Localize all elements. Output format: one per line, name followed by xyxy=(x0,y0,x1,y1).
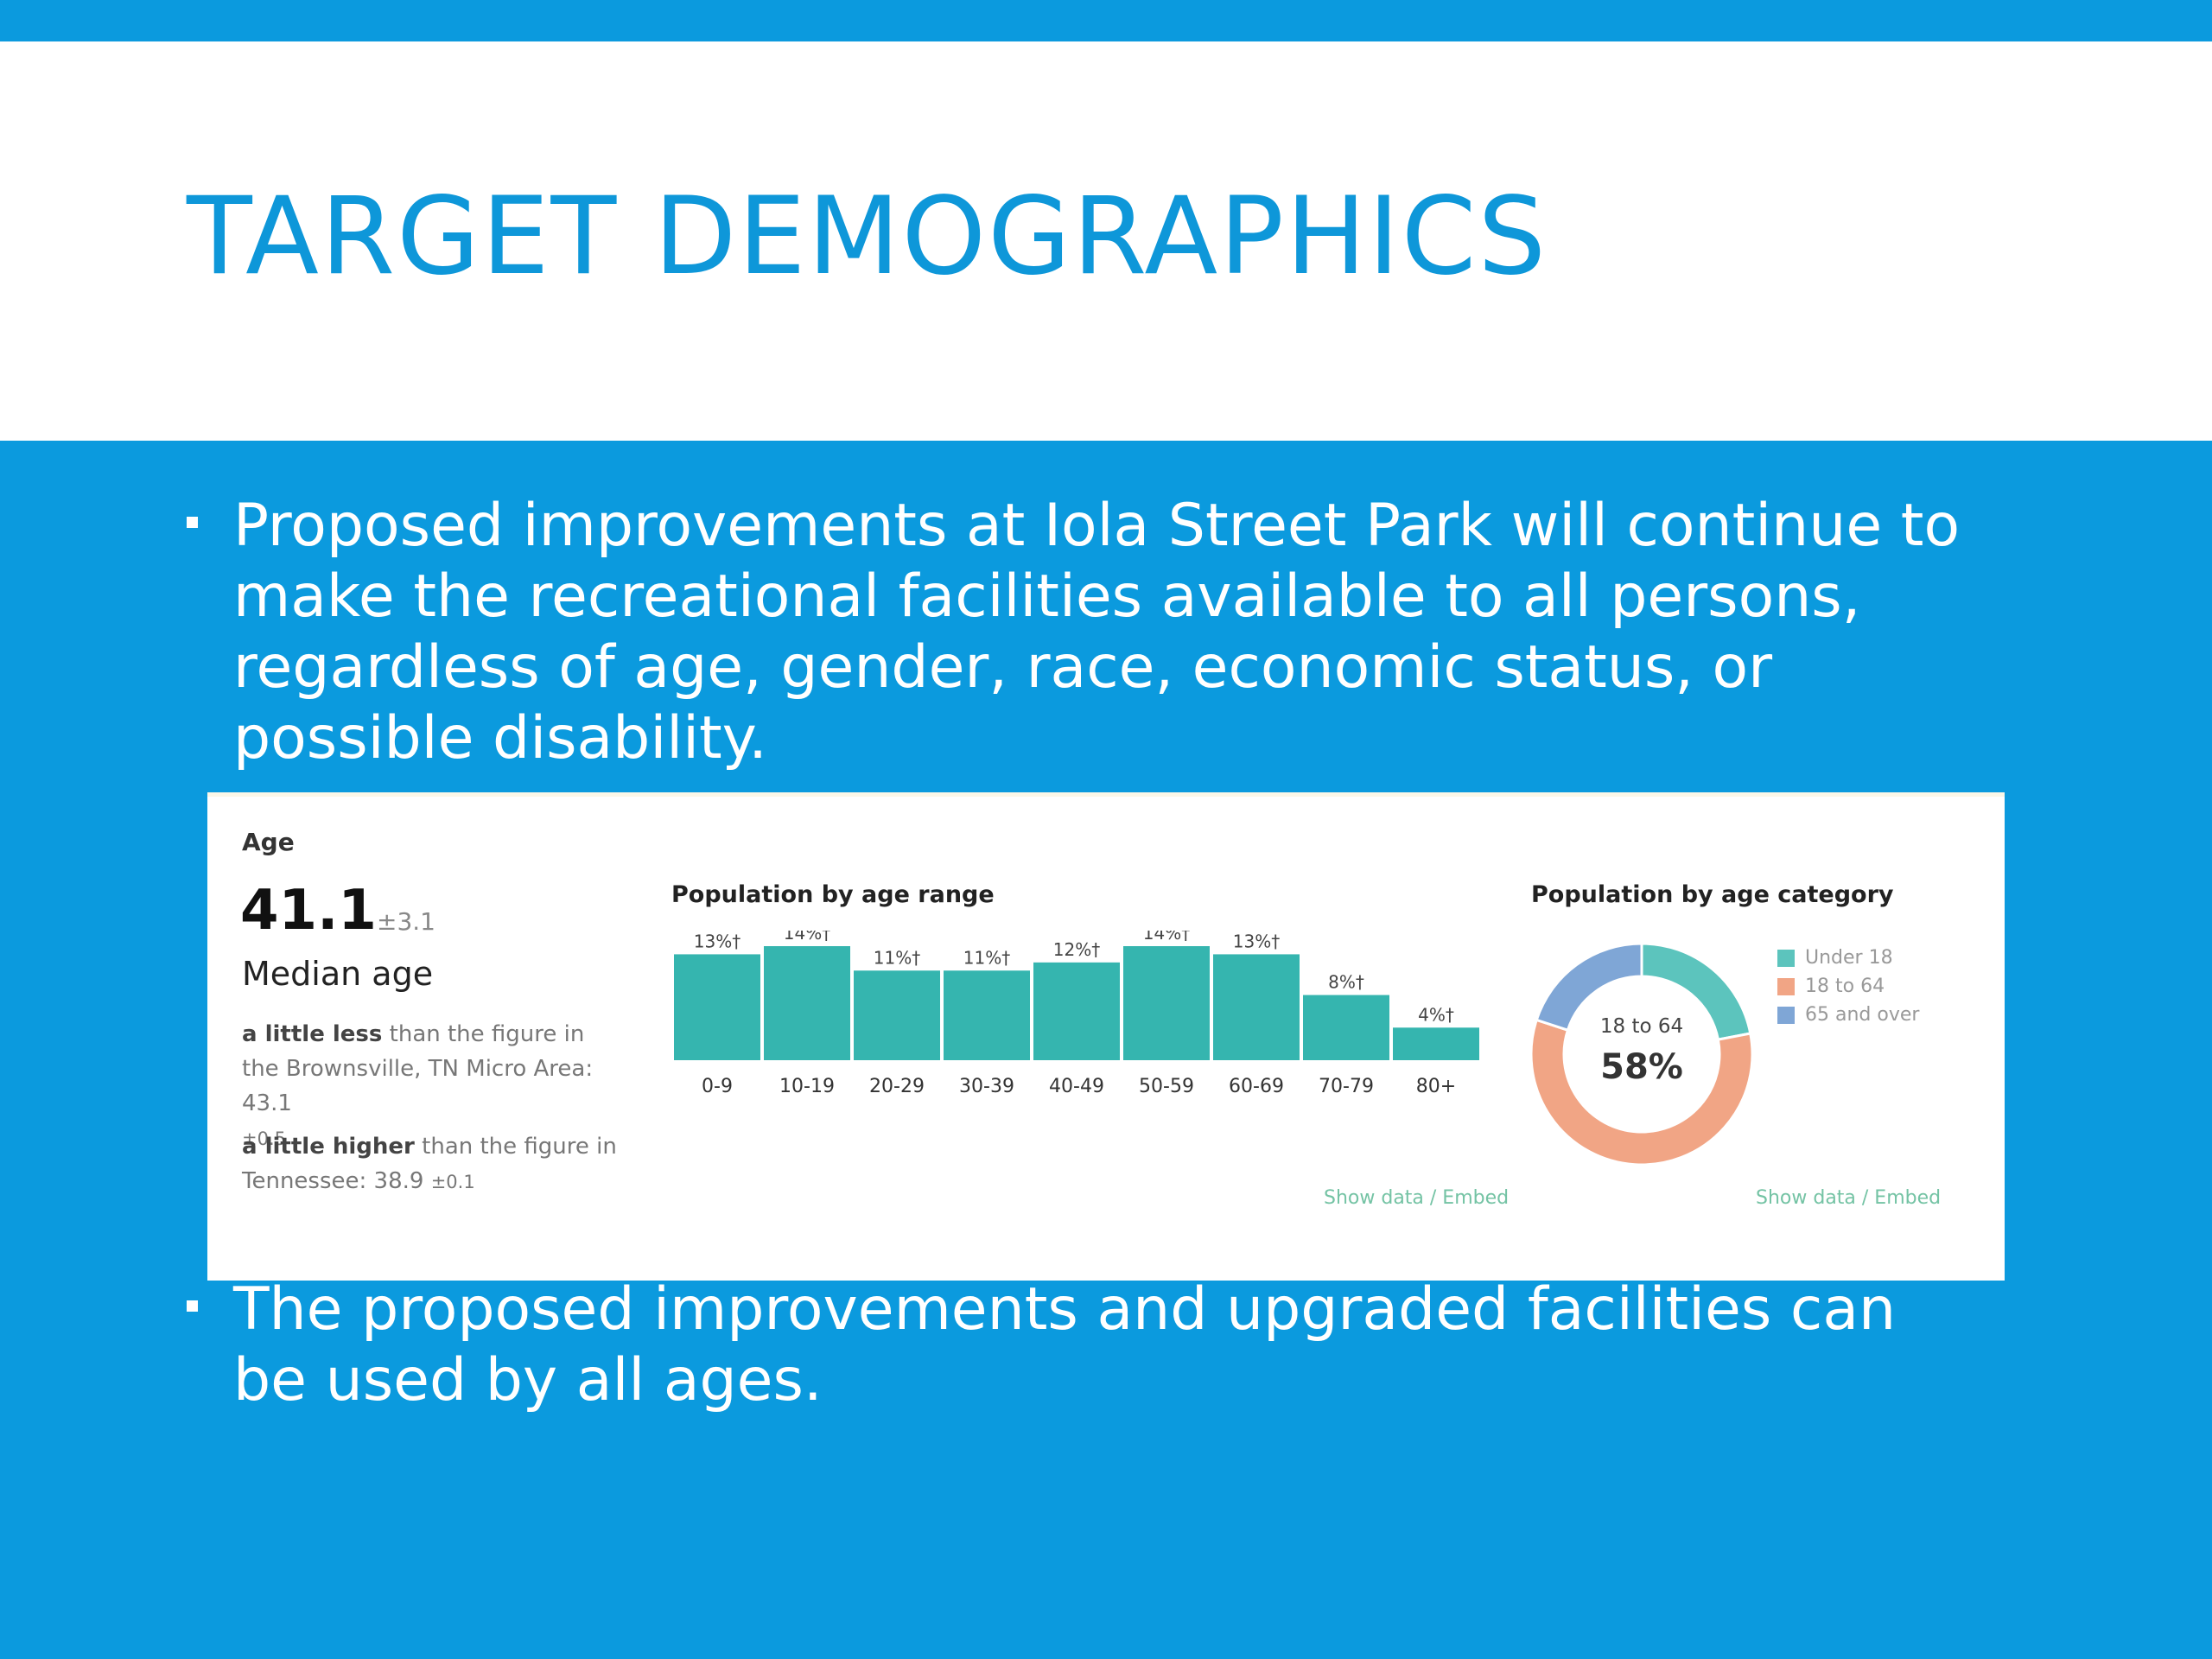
bar-data-label: 13%† xyxy=(1233,931,1280,951)
bar-data-label: 13%† xyxy=(694,931,741,951)
comparison-qualifier: a little less xyxy=(242,1021,383,1047)
bar-show-data-link[interactable]: Show data / Embed xyxy=(1324,1187,1510,1209)
donut-slice-65-and-over xyxy=(1535,944,1643,1033)
x-tick-label: 40-49 xyxy=(1049,1076,1104,1097)
bar-50-59 xyxy=(1123,946,1210,1060)
x-tick-label: 20-29 xyxy=(869,1076,925,1097)
bar-data-label: 11%† xyxy=(963,947,1010,968)
comparison-margin: ±0.1 xyxy=(430,1172,475,1192)
donut-slice-18-to-64 xyxy=(1531,1018,1752,1165)
bullet-marker-icon xyxy=(187,517,198,528)
median-age-value: 41.1 xyxy=(240,879,377,943)
x-tick-label: 10-19 xyxy=(779,1076,835,1097)
donut-chart-title: Population by age category xyxy=(1531,881,1894,908)
legend-item-65-and-over: 65 and over xyxy=(1777,1001,1919,1029)
comparison-micro-area: a little less than the figure in the Bro… xyxy=(242,1017,622,1156)
donut-legend: Under 18 18 to 64 65 and over xyxy=(1777,944,1919,1029)
legend-swatch xyxy=(1777,977,1795,995)
legend-item-18-to-64: 18 to 64 xyxy=(1777,972,1919,1001)
bar-20-29 xyxy=(854,970,940,1060)
legend-label: 65 and over xyxy=(1805,1004,1920,1026)
donut-center-label: 18 to 64 xyxy=(1599,1015,1684,1038)
bar-data-label: 11%† xyxy=(874,947,920,968)
bar-80+ xyxy=(1393,1027,1479,1060)
age-heading: Age xyxy=(242,828,295,856)
x-tick-label: 80+ xyxy=(1416,1076,1456,1097)
x-tick-label: 50-59 xyxy=(1139,1076,1194,1097)
donut-center-value: 58% xyxy=(1600,1047,1683,1087)
bar-70-79 xyxy=(1303,995,1389,1060)
bar-30-39 xyxy=(944,970,1030,1060)
bar-data-label: 12%† xyxy=(1053,939,1100,960)
age-category-donut-chart xyxy=(1531,944,1752,1165)
census-age-panel: Age 41.1 ±3.1 Median age a little less t… xyxy=(207,792,2005,1281)
bar-data-label: 14%† xyxy=(784,931,830,944)
comparison-qualifier: a little higher xyxy=(242,1134,415,1160)
legend-item-under-18: Under 18 xyxy=(1777,944,1919,972)
median-age-label: Median age xyxy=(242,955,434,993)
bar-60-69 xyxy=(1213,954,1300,1060)
legend-label: Under 18 xyxy=(1805,947,1893,969)
x-tick-label: 70-79 xyxy=(1319,1076,1374,1097)
bullet-item: Proposed improvements at Iola Street Par… xyxy=(187,491,2088,785)
bar-data-label: 8%† xyxy=(1328,972,1364,993)
slide-title: TARGET DEMOGRAPHICS xyxy=(187,175,1548,299)
bullet-text: The proposed improvements and upgraded f… xyxy=(233,1275,1897,1414)
title-band xyxy=(0,41,2212,441)
age-range-bar-chart: 13%† 0-9 14%† 10-19 11%† 20-29 11%† 30-39 12%† 40… xyxy=(674,931,1479,1097)
legend-label: 18 to 64 xyxy=(1805,976,1885,997)
bar-data-label: 14%† xyxy=(1143,931,1190,944)
x-tick-label: 60-69 xyxy=(1229,1076,1284,1097)
bullet-marker-icon xyxy=(187,1300,198,1312)
bar-chart-title: Population by age range xyxy=(671,881,995,908)
top-accent-strip xyxy=(0,0,2212,41)
median-age-margin: ±3.1 xyxy=(377,907,435,936)
comparison-text: than the figure in the Brownsville, TN M… xyxy=(242,1021,594,1116)
bullet-item: The proposed improvements and upgraded f… xyxy=(187,1274,2088,1430)
comparison-margin: ±0.5 xyxy=(242,1128,286,1149)
bullet-text: Proposed improvements at Iola Street Par… xyxy=(233,492,1961,772)
x-tick-label: 30-39 xyxy=(959,1076,1014,1097)
legend-swatch xyxy=(1777,1006,1795,1024)
donut-show-data-link[interactable]: Show data / Embed xyxy=(1756,1187,1942,1209)
bar-0-9 xyxy=(674,954,760,1060)
bar-data-label: 4%† xyxy=(1418,1004,1454,1025)
comparison-text: than the figure in Tennessee: 38.9 xyxy=(242,1134,617,1194)
legend-swatch xyxy=(1777,949,1795,967)
comparison-state: a little higher than the figure in Tenne… xyxy=(242,1129,622,1199)
bar-40-49 xyxy=(1033,962,1120,1060)
bar-10-19 xyxy=(764,946,850,1060)
x-tick-label: 0-9 xyxy=(702,1076,733,1097)
